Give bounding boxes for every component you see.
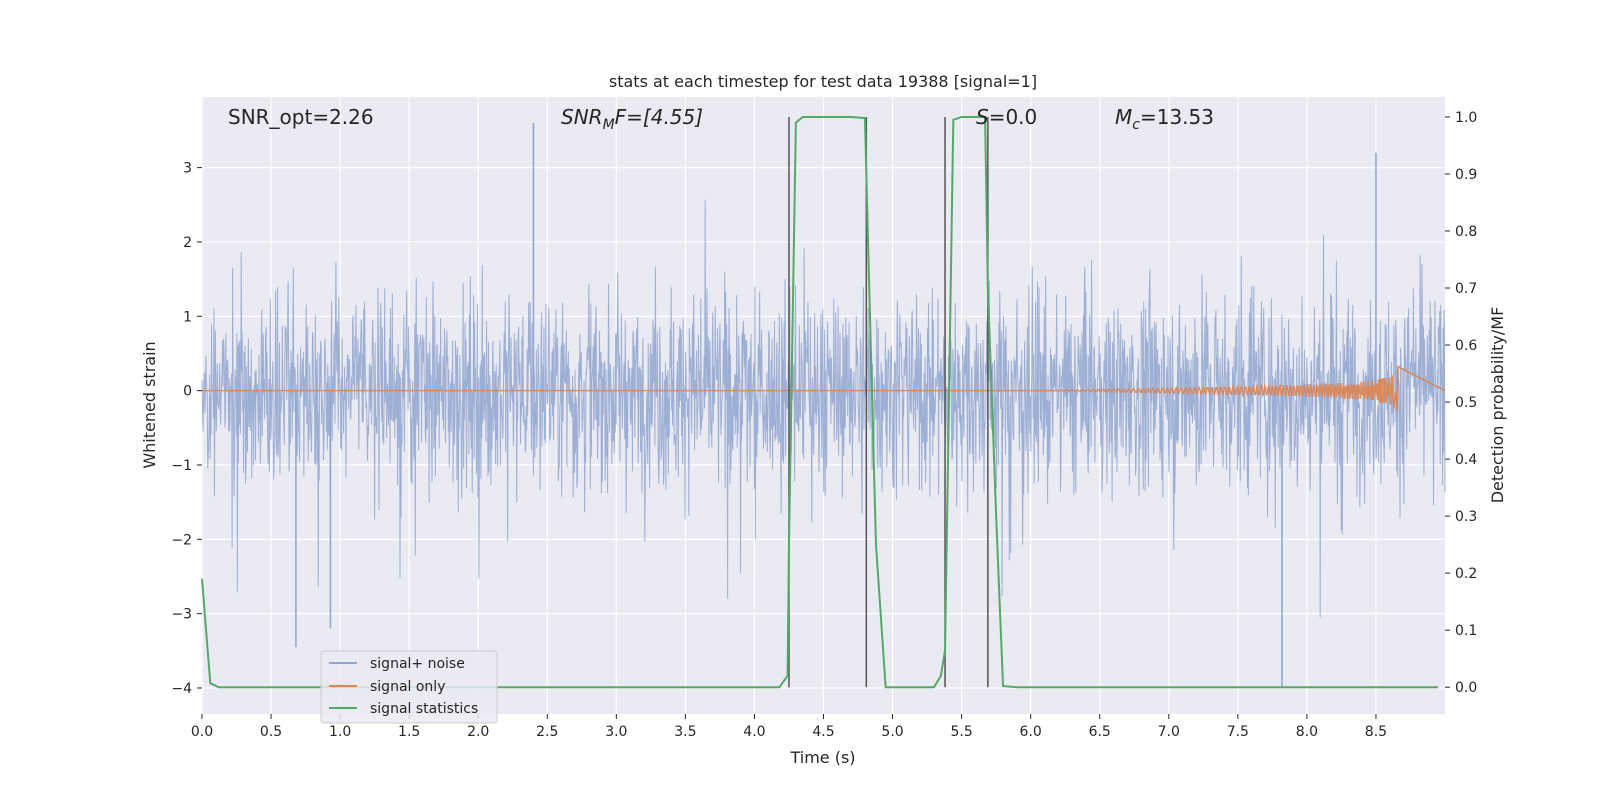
x-tick-label: 8.0 [1296,724,1318,740]
x-tick-label: 4.5 [812,724,834,740]
y-tick-label: 0 [183,384,192,400]
x-axis-ticks: 0.0 0.5 1.0 1.5 2.0 2.5 3.0 3.5 4.0 4.5 5.0 5.5 6.0 6… [191,714,1387,740]
x-tick-label: 2.5 [536,724,558,740]
y2-tick-label: 0.5 [1455,395,1477,411]
y-tick-label: 2 [183,235,192,251]
noise-trace [201,199,1446,618]
x-tick-label: 5.5 [950,724,972,740]
y2-axis-ticks: 1.0 0.9 0.8 0.7 0.6 0.5 0.4 0.3 0.2 0.1 0.0 [1445,110,1477,696]
signal-only-series [202,365,1446,412]
x-tick-label: 6.0 [1020,724,1042,740]
chart-title: stats at each timestep for test data 193… [609,72,1037,91]
y2-tick-label: 0.8 [1455,224,1477,240]
legend-item-signal: signal only [370,679,445,695]
y2-tick-label: 0.9 [1455,167,1477,183]
signal-only-trace [202,365,1446,412]
annotation-mc: Mc=13.53 [1115,105,1214,133]
legend-item-statistics: signal statistics [370,701,478,717]
statistics-trace [201,115,1439,689]
y-tick-label: −1 [171,458,192,474]
annotation-s: S=0.0 [976,105,1037,129]
y2-tick-label: 0.7 [1455,281,1477,297]
legend-box [320,650,498,724]
y-tick-label: −3 [171,607,192,623]
x-tick-label: 3.0 [605,724,627,740]
y-axis-ticks: 3 2 1 0 −1 −2 −3 −4 [171,161,202,697]
x-tick-label: 5.0 [881,724,903,740]
x-axis-label: Time (s) [789,748,855,767]
y2-tick-label: 0.4 [1455,452,1477,468]
y2-tick-label: 0.1 [1455,623,1477,639]
annotation-snr-mf: SNRMF=[4.55] [561,105,703,133]
legend-item-noise: signal+ noise [370,656,465,672]
x-tick-label: 0.0 [191,724,213,740]
y-tick-label: −2 [171,532,192,548]
legend: signal+ noise signal only signal statist… [320,650,498,724]
x-tick-label: 7.0 [1158,724,1180,740]
x-tick-label: 1.5 [398,724,420,740]
y2-tick-label: 0.3 [1455,509,1477,525]
annotation-snr-opt: SNR_opt=2.26 [228,105,374,129]
y2-tick-label: 1.0 [1455,110,1477,126]
x-tick-label: 8.5 [1365,724,1387,740]
y-tick-label: 1 [183,309,192,325]
y-axis-label: Whitened strain [140,341,159,468]
y2-tick-label: 0.0 [1455,680,1477,696]
y2-axis-label: Detection probability/MF [1488,307,1507,504]
x-tick-label: 2.0 [467,724,489,740]
x-tick-label: 4.0 [743,724,765,740]
x-tick-label: 0.5 [260,724,282,740]
x-tick-label: 6.5 [1089,724,1111,740]
signal-statistics-series [201,115,1439,689]
y-tick-label: −4 [171,681,192,697]
x-tick-label: 1.0 [329,724,351,740]
noise-series [201,123,1446,688]
y2-tick-label: 0.2 [1455,566,1477,582]
y2-tick-label: 0.6 [1455,338,1477,354]
x-tick-label: 3.5 [674,724,696,740]
x-tick-label: 7.5 [1227,724,1249,740]
y-tick-label: 3 [183,161,192,177]
